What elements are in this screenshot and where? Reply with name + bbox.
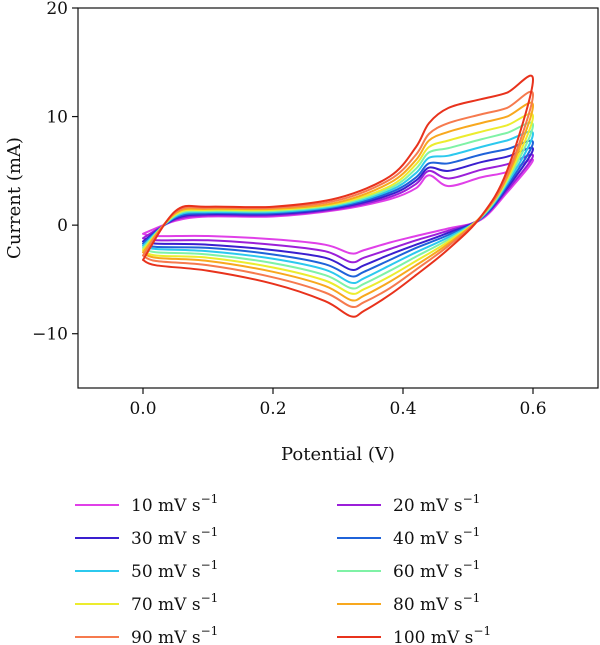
legend-label-10: 10 mV s−1 <box>131 492 218 516</box>
legend-label-90: 90 mV s−1 <box>131 624 218 645</box>
legend-label-70: 70 mV s−1 <box>131 591 218 615</box>
legend-label-20: 20 mV s−1 <box>393 492 480 516</box>
plot-frame <box>77 7 599 389</box>
series-line-50 <box>142 130 534 285</box>
x-tick-label: 0.0 <box>129 399 156 419</box>
legend-label-30: 30 mV s−1 <box>131 525 218 549</box>
y-tick-label: 0 <box>57 216 68 236</box>
series-line-80 <box>142 101 534 302</box>
series-line-40 <box>142 139 534 278</box>
y-axis: −10 0 10 20 <box>32 0 78 345</box>
x-tick-label: 0.2 <box>259 399 286 419</box>
x-tick-label: 0.6 <box>519 399 546 419</box>
x-tick-label: 0.4 <box>389 399 416 419</box>
y-tick-label: 20 <box>46 0 68 19</box>
legend-label-80: 80 mV s−1 <box>393 591 480 615</box>
plot-lines <box>142 74 534 318</box>
y-tick-label: 10 <box>46 108 68 128</box>
x-axis-label: Potential (V) <box>281 444 395 465</box>
legend-label-100: 100 mV s−1 <box>393 624 491 645</box>
series-line-100 <box>142 74 534 318</box>
y-axis-label: Current (mA) <box>4 137 25 259</box>
legend-label-60: 60 mV s−1 <box>393 558 480 582</box>
series-line-90 <box>142 90 534 309</box>
legend-label-50: 50 mV s−1 <box>131 558 218 582</box>
x-axis: 0.0 0.2 0.4 0.6 <box>129 388 547 419</box>
legend: 10 mV s−1 20 mV s−1 30 mV s−1 40 mV s−1 50 m… <box>75 492 491 645</box>
legend-label-40: 40 mV s−1 <box>393 525 480 549</box>
series-line-60 <box>142 121 534 290</box>
series-line-70 <box>142 112 534 295</box>
y-tick-label: −10 <box>32 325 68 345</box>
